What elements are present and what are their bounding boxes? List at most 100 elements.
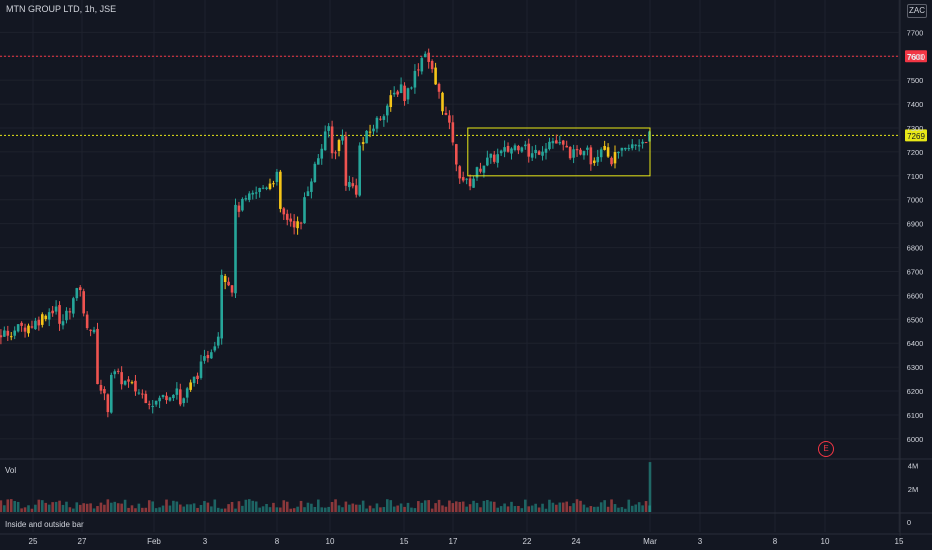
volume-bar [227,504,230,512]
candle-body [344,136,348,186]
candle-body [47,312,51,320]
symbol-title[interactable]: MTN GROUP LTD, 1h, JSE [6,4,117,14]
volume-bar [561,502,565,512]
time-tick-label: 10 [821,537,830,546]
candle-body [596,156,600,163]
volume-bar [551,502,555,512]
candle-body [513,145,517,151]
candle-body [165,395,168,401]
volume-bar [120,503,123,512]
volume-bar [130,505,134,512]
volume-bar [168,505,172,512]
volume-bar [275,507,279,512]
candle-body [561,140,565,145]
candle-body [448,115,451,123]
candle-body [223,276,227,283]
volume-bar [306,502,310,512]
candle-body [99,385,103,391]
volume-bar [296,506,299,512]
volume-bar [641,505,644,512]
volume-bar [593,506,596,512]
volume-bar [510,501,513,512]
candle-body [230,285,234,293]
candle-body [58,305,61,324]
volume-pane-label[interactable]: Vol [5,466,17,475]
earnings-icon[interactable]: E [818,441,834,457]
candle-body [299,222,303,224]
volume-bar [206,502,210,512]
volume-bar [123,499,127,512]
candle-body [627,148,631,150]
time-tick-label: 15 [895,537,904,546]
price-tick-label: 6200 [907,387,924,396]
candle-body [120,372,123,385]
candle-body [203,356,206,361]
volume-bar [534,503,537,512]
volume-bar [527,506,531,512]
volume-bar [520,508,524,512]
candle-body [606,147,610,157]
volume-bar [624,508,627,512]
currency-badge[interactable]: ZAC [907,4,927,18]
volume-bar [648,462,652,512]
candle-body [216,336,220,346]
volume-bar [606,506,610,512]
candle-body [413,70,417,88]
time-axis[interactable]: 25 27 Feb 3 8 10 15 17 22 24 Mar 3 8 10 15 [29,537,904,546]
candle-body [248,193,251,200]
volume-bar [51,502,54,512]
candle-body [534,149,537,154]
candle-body [589,147,593,165]
indicator-pane-label[interactable]: Inside and outside bar [5,520,84,529]
candle-body [92,329,96,333]
candle-body [465,178,468,180]
candle-body [44,315,48,320]
candle-body [51,310,54,314]
candle-body [134,380,137,392]
volume-bar [279,507,282,512]
candle-body [82,291,85,314]
volume-bar [65,501,68,512]
candle-body [410,87,413,89]
range-box[interactable] [467,127,651,177]
volume-bar [392,506,396,512]
candle-body [106,394,110,413]
volume-bar [75,502,79,512]
candle-body [116,370,120,372]
candle-body [472,178,475,188]
candle-body [272,183,275,185]
candle-body [613,152,617,164]
volume-bar [589,506,593,512]
price-axis[interactable]: 6000 6100 6200 6300 6400 6500 6600 6700 6800 6900… [907,28,924,527]
volume-bar [9,499,13,512]
level-badge [905,129,927,142]
candle-body [327,126,330,131]
candle-body [403,85,406,102]
candle-body [61,321,65,326]
volume-bar [16,501,20,512]
volume-bar [351,503,355,512]
volume-bar [34,504,37,512]
candle-body [254,192,258,194]
candle-body [341,135,344,141]
volume-bar [558,502,562,512]
candle-body [113,371,117,375]
time-tick-label: 17 [449,537,458,546]
candle-body [430,60,434,70]
candle-body [289,218,292,222]
volume-bar [258,507,261,512]
volume-bar [85,503,89,512]
candle-body [103,389,106,394]
volume-bar [58,500,61,512]
price-tick-label: 6500 [907,315,924,324]
volume-bar [23,507,27,512]
price-tick-label: 7500 [907,76,924,85]
volume-bar [406,502,410,512]
volume-bar [110,502,113,512]
candle-body [65,310,68,321]
candle-body [96,328,99,385]
volume-bar [596,506,600,512]
volume-bar [234,508,237,512]
volume-bar [537,507,541,512]
